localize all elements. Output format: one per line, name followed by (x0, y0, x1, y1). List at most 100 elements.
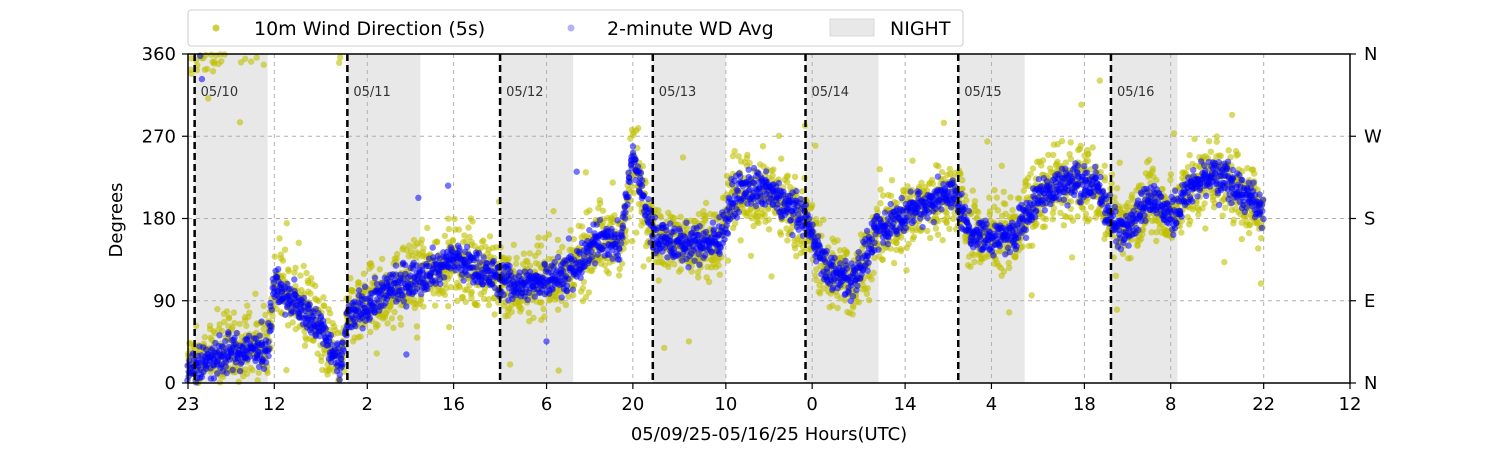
point (405, 242, 413, 249)
point (466, 233, 473, 241)
point (260, 61, 267, 68)
point (464, 271, 471, 279)
point (579, 284, 587, 292)
point (289, 319, 296, 326)
point (1067, 155, 1075, 163)
point (843, 265, 851, 272)
point (593, 221, 600, 228)
point (984, 138, 991, 145)
point (235, 378, 242, 385)
point (1002, 200, 1009, 208)
point (634, 163, 642, 170)
point (374, 322, 381, 329)
point (1101, 162, 1108, 169)
point (403, 303, 410, 310)
point (877, 200, 884, 207)
point (236, 119, 244, 126)
point (887, 200, 894, 208)
point (540, 305, 547, 313)
point (1067, 139, 1074, 146)
point (541, 313, 548, 320)
point (1050, 151, 1057, 159)
point (394, 250, 401, 258)
point (1167, 176, 1174, 184)
point (1084, 157, 1092, 164)
point (784, 178, 791, 186)
point (591, 260, 599, 267)
point (297, 272, 304, 279)
point (963, 197, 970, 204)
point (695, 274, 702, 281)
point (696, 223, 703, 230)
point (482, 260, 490, 267)
point (897, 247, 905, 255)
point (638, 182, 646, 189)
point (1058, 138, 1066, 145)
point (905, 240, 912, 248)
point (789, 231, 796, 239)
point (509, 295, 516, 303)
point (303, 269, 310, 277)
point (555, 367, 562, 374)
point (454, 297, 461, 305)
point (969, 187, 976, 194)
point (569, 286, 577, 293)
point (326, 310, 334, 317)
point (308, 275, 315, 282)
point (938, 168, 946, 176)
point (1084, 151, 1092, 158)
point (306, 301, 313, 308)
point (705, 278, 713, 285)
point (998, 162, 1005, 169)
point (510, 241, 517, 248)
point (254, 377, 261, 384)
point (1006, 309, 1013, 316)
point (609, 179, 616, 186)
point (940, 119, 948, 127)
point (812, 216, 820, 223)
point (1054, 158, 1061, 165)
point (586, 207, 593, 214)
point (588, 248, 595, 255)
point (831, 254, 838, 262)
point (865, 259, 872, 266)
point (701, 252, 709, 259)
point (849, 311, 856, 318)
point (935, 163, 942, 170)
point (508, 308, 515, 316)
point (1027, 170, 1034, 178)
point (430, 290, 437, 297)
point (1057, 209, 1064, 216)
point (359, 325, 366, 332)
point (1086, 216, 1093, 223)
point (516, 269, 523, 276)
point (750, 164, 758, 172)
point (205, 95, 212, 102)
point (320, 302, 328, 309)
point (491, 311, 498, 318)
point (750, 222, 757, 230)
point (823, 247, 830, 255)
point (971, 198, 979, 205)
night-band-2 (500, 54, 574, 383)
point (863, 227, 871, 234)
point (334, 340, 341, 347)
point (480, 237, 487, 244)
point (1201, 200, 1208, 207)
point (664, 254, 671, 261)
point (546, 297, 553, 304)
point (585, 289, 593, 296)
point (525, 309, 533, 316)
point (890, 259, 898, 267)
point (420, 245, 427, 252)
point (462, 298, 469, 305)
point (531, 293, 538, 300)
point (715, 262, 722, 269)
point (545, 231, 553, 238)
point (886, 230, 893, 237)
point (260, 325, 267, 333)
point (1184, 164, 1192, 171)
point (1148, 229, 1155, 236)
point (1246, 229, 1253, 237)
point (1074, 213, 1081, 220)
